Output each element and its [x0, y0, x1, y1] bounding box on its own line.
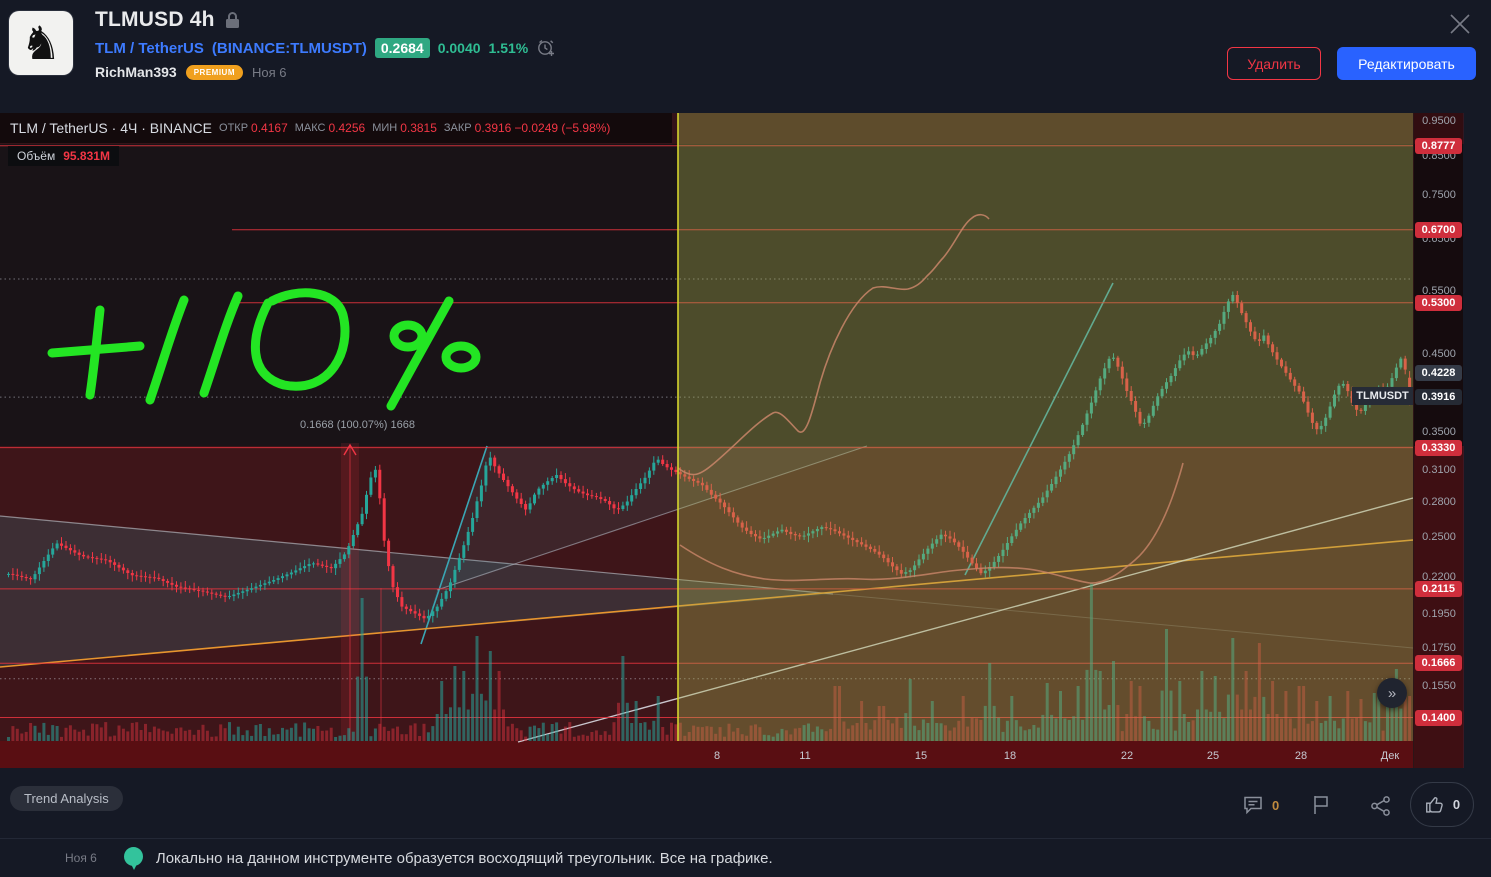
edit-button[interactable]: Редактировать: [1337, 47, 1476, 80]
price-badge-0.2115: 0.2115: [1415, 580, 1462, 597]
chart-legend[interactable]: TLM / TetherUS · 4Ч · BINANCE ОТКР 0.4167…: [0, 113, 672, 143]
svg-text:28: 28: [1295, 750, 1307, 762]
price-tick-0.7500: 0.7500: [1422, 188, 1456, 201]
measure-label: 0.1668 (100.07%) 1668: [300, 419, 415, 431]
projection-line[interactable]: [964, 282, 1114, 576]
idea-header: ♞ TLMUSD 4h TLM / TetherUS (BINANCE:TLMU…: [0, 0, 1491, 96]
price-tick-0.5500: 0.5500: [1422, 285, 1456, 298]
svg-text:15: 15: [915, 750, 927, 762]
chart-area[interactable]: 0.1668 (100.07%) 1668 8 11 15 18 22 25 28 Дек T…: [0, 113, 1464, 768]
symbol-link[interactable]: TLM / TetherUS: [95, 39, 204, 57]
publish-date: Ноя 6: [251, 64, 287, 80]
annotation-plus110-drawing[interactable]: [47, 288, 481, 411]
like-count: 0: [1452, 797, 1461, 812]
like-button[interactable]: 0: [1410, 782, 1474, 827]
price-tick-0.4500: 0.4500: [1422, 347, 1456, 360]
svg-text:25: 25: [1207, 750, 1219, 762]
tag-trend-analysis[interactable]: Trend Analysis: [10, 786, 123, 811]
comment-count: 0: [1272, 797, 1280, 813]
volume-legend: Объём 95.831M: [8, 146, 119, 166]
time-axis-labels[interactable]: 8 11 15 18 22 25 28 Дек: [714, 750, 1399, 762]
symbol-price-flag: TLMUSDT: [1352, 387, 1413, 405]
curve-annotation-1[interactable]: [677, 213, 990, 476]
price-tick-0.2200: 0.2200: [1422, 570, 1456, 583]
triangle-hypotenuse[interactable]: [436, 445, 868, 591]
dotted-price-lines: [0, 278, 1413, 680]
comment-icon: [1244, 796, 1262, 815]
comments-button[interactable]: 0: [1243, 795, 1279, 815]
flag-icon: [1314, 796, 1328, 814]
close-icon[interactable]: [1447, 11, 1473, 37]
triangle-left-line[interactable]: [420, 445, 488, 645]
share-button[interactable]: [1370, 795, 1392, 817]
idea-footer: Trend Analysis 0 0: [0, 768, 1491, 838]
chart-background: [0, 113, 1413, 741]
wedge-upper-trendline[interactable]: [0, 515, 834, 595]
pin-marker-icon: [123, 847, 143, 870]
price-badge-0.3330: 0.3330: [1415, 439, 1462, 456]
legend-change: −0.0249 (−5.98%): [514, 121, 611, 135]
candlestick-chart[interactable]: 0.1668 (100.07%) 1668 8 11 15 18 22 25 28 Дек: [0, 113, 1463, 768]
svg-text:18: 18: [1004, 750, 1016, 762]
olive-overlay: [678, 113, 1413, 741]
delete-button[interactable]: Удалить: [1227, 47, 1321, 80]
price-badge-0.1666: 0.1666: [1415, 655, 1462, 672]
author-name[interactable]: RichMan393: [95, 64, 177, 80]
lock-icon: [225, 11, 239, 28]
price-change-pct: 1.51%: [488, 40, 529, 56]
horizontal-level-lines[interactable]: [0, 145, 1413, 718]
avatar[interactable]: ♞: [9, 11, 73, 75]
symbol-full-link[interactable]: (BINANCE:TLMUSDT): [211, 39, 367, 57]
add-alert-icon[interactable]: [536, 38, 556, 58]
svg-text:22: 22: [1121, 750, 1133, 762]
red-arrow-up-icon: [343, 443, 357, 456]
orange-trendline[interactable]: [0, 539, 1414, 668]
svg-text:8: 8: [714, 750, 720, 762]
price-tick-0.3500: 0.3500: [1422, 426, 1456, 438]
candles: [7, 290, 1412, 623]
white-trendline[interactable]: [517, 497, 1414, 743]
price-tick-0.1950: 0.1950: [1422, 608, 1456, 621]
time-axis-strip[interactable]: [0, 741, 1413, 768]
scroll-to-recent-button[interactable]: »: [1377, 678, 1407, 708]
price-badge-0.3916: 0.3916: [1415, 389, 1462, 406]
price-change: 0.0040: [437, 40, 481, 56]
price-scale[interactable]: 0.9500 0.8500 0.7500 0.6500 0.5500 0.4500 0.35…: [1413, 113, 1464, 768]
price-badge-0.6700: 0.6700: [1415, 221, 1462, 238]
curve-annotation-2[interactable]: [679, 462, 1184, 584]
svg-text:11: 11: [799, 750, 810, 762]
price-tick-0.2500: 0.2500: [1422, 530, 1456, 543]
comment-date: Ноя 6: [65, 851, 97, 865]
report-button[interactable]: [1313, 795, 1329, 815]
lion-crest-icon: ♞: [20, 17, 62, 69]
svg-text:Дек: Дек: [1381, 750, 1400, 762]
wedge-fill: [0, 516, 833, 667]
price-tick-0.2800: 0.2800: [1422, 495, 1456, 508]
price-tick-0.1550: 0.1550: [1422, 679, 1456, 692]
page-title: TLMUSD 4h: [95, 8, 215, 31]
triangle-fill: [421, 446, 867, 644]
price-tick-0.3100: 0.3100: [1422, 463, 1456, 476]
price-badge-0.4228: 0.4228: [1415, 365, 1462, 382]
thumbs-up-icon: [1425, 796, 1443, 813]
update-comment-row[interactable]: Ноя 6 Локально на данном инструменте обр…: [0, 838, 1491, 877]
price-tick-0.1750: 0.1750: [1422, 642, 1456, 654]
price-badge-0.1400: 0.1400: [1415, 709, 1462, 726]
price-tick-0.9500: 0.9500: [1422, 115, 1456, 127]
share-icon: [1371, 796, 1390, 816]
price-badge-0.8777: 0.8777: [1415, 137, 1462, 154]
legend-symbol[interactable]: TLM / TetherUS · 4Ч · BINANCE: [10, 120, 213, 136]
price-badge-0.5300: 0.5300: [1415, 294, 1462, 311]
price-badge: 0.2684: [374, 38, 430, 58]
premium-badge: PREMIUM: [185, 64, 243, 80]
comment-text: Локально на данном инструменте образуетс…: [155, 849, 773, 867]
